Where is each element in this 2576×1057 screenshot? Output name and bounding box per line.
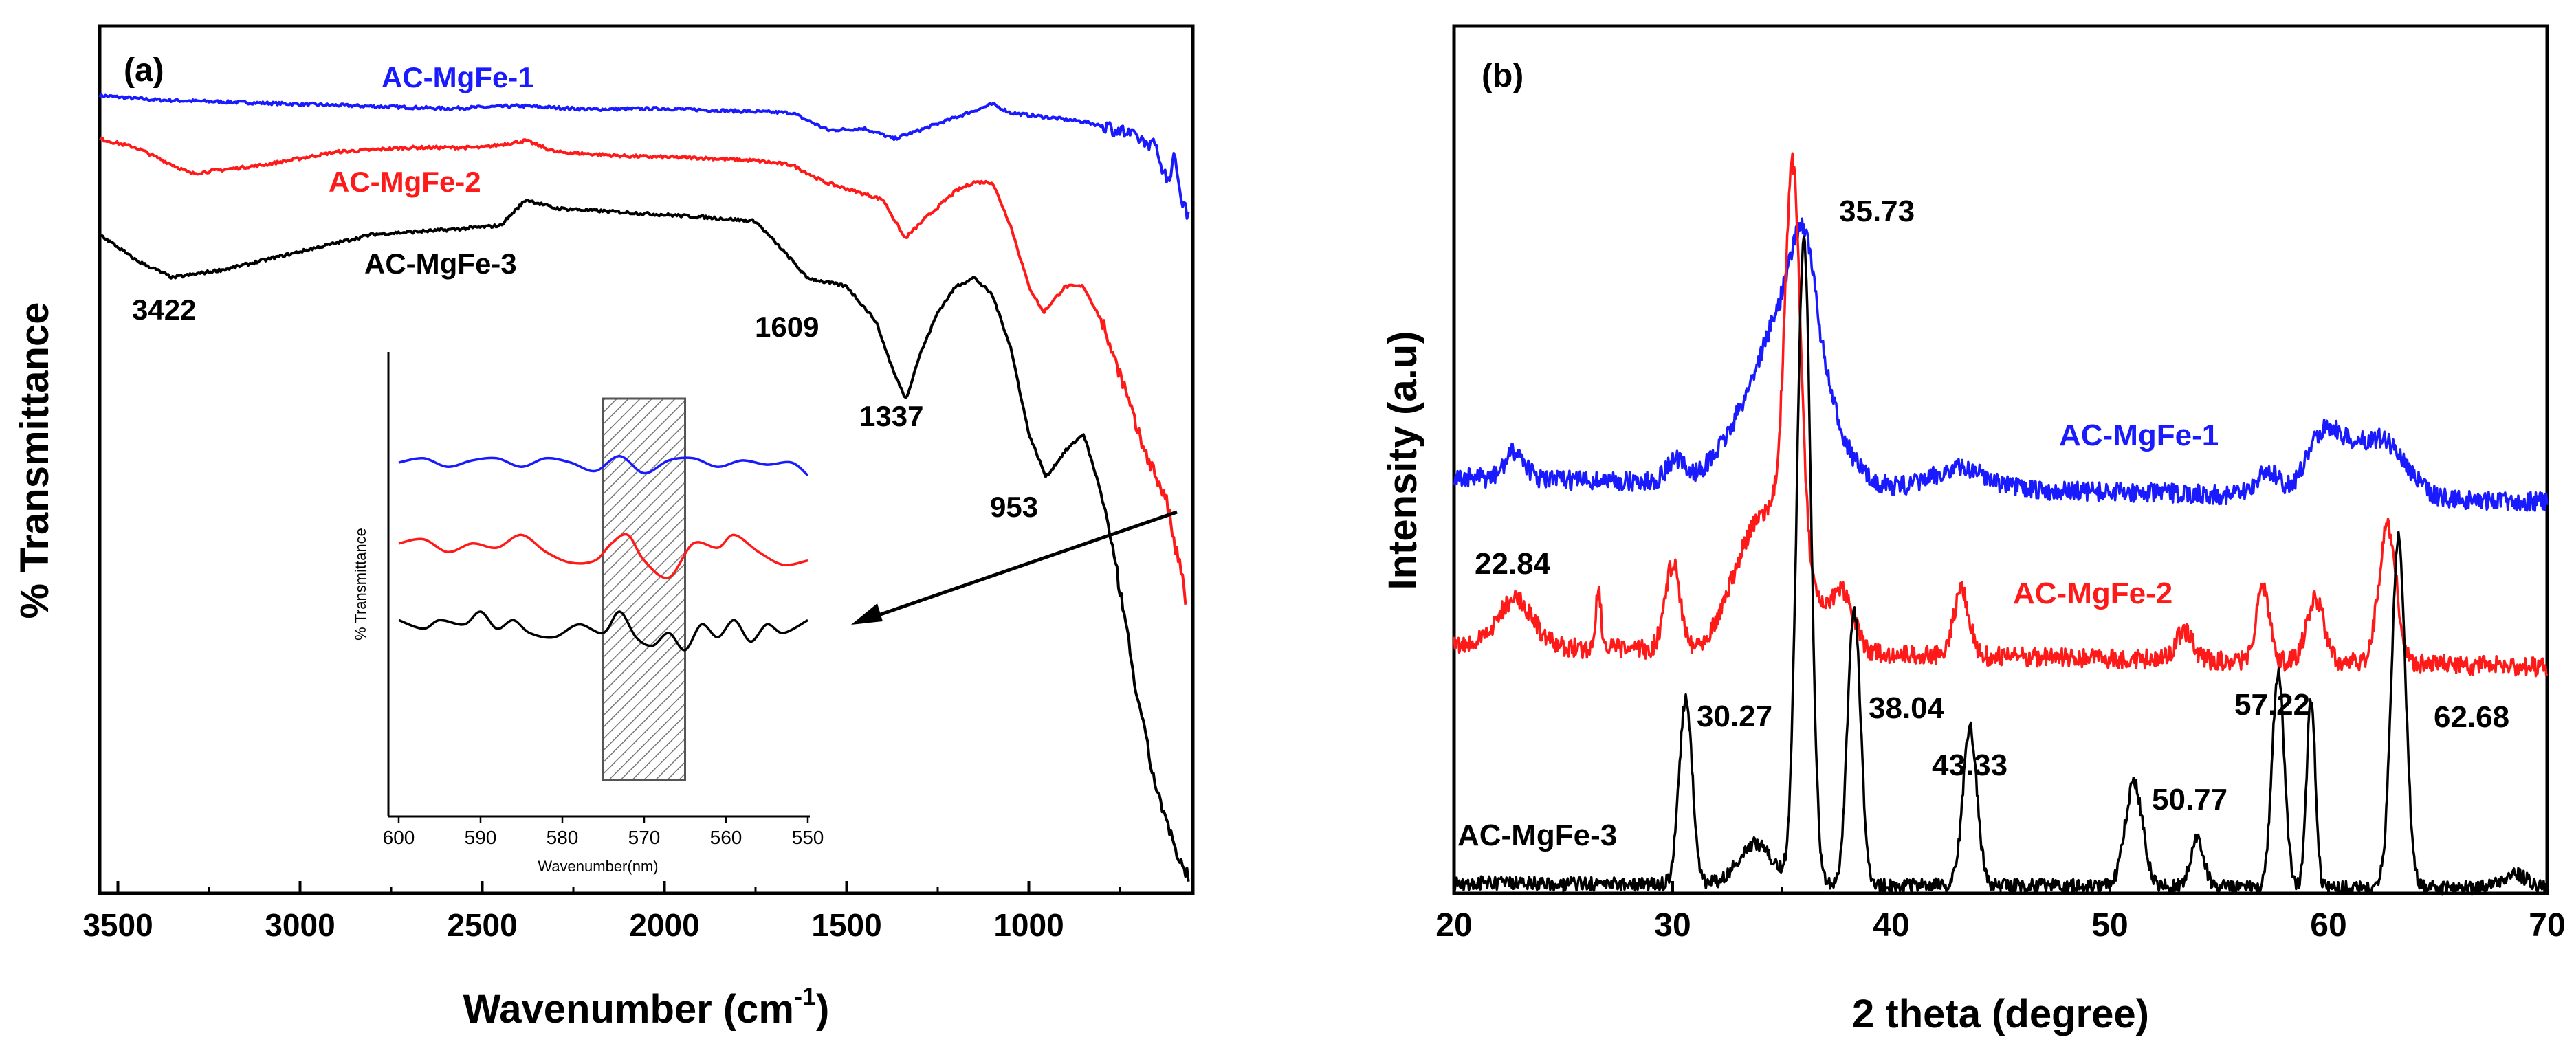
inset-x-ticks: 600 590 580 570 560 550 xyxy=(383,816,824,848)
peak-label-35-73: 35.73 xyxy=(1839,194,1915,228)
x-tick-label-20: 20 xyxy=(1435,907,1472,944)
peak-label-1337: 1337 xyxy=(859,400,923,432)
panel-b-x-ticks: 20 30 40 50 60 70 xyxy=(1435,881,2566,944)
x-tick-label-3500: 3500 xyxy=(82,907,153,943)
panel-a: (a) 3500 3000 2500 2000 1500 1000 AC-MgFe-1 A… xyxy=(12,24,1195,1032)
inset-line-ac-mgfe-3 xyxy=(398,610,808,652)
series-label-ac-mgfe-2-a: AC-MgFe-2 xyxy=(329,166,481,198)
panel-a-x-ticks: 3500 3000 2500 2000 1500 1000 xyxy=(82,881,1121,943)
panel-b-y-axis-label: Intensity (a.u) xyxy=(1380,331,1425,590)
peak-label-3422: 3422 xyxy=(132,293,196,326)
line-ac-mgfe-1-xrd xyxy=(1453,217,2549,512)
line-ac-mgfe-1-ftir xyxy=(98,93,1190,220)
x-tick-label-40: 40 xyxy=(1873,907,1909,944)
peak-label-1609: 1609 xyxy=(755,311,819,343)
inset-x-tick-label-550: 550 xyxy=(792,827,824,848)
inset-line-ac-mgfe-1 xyxy=(398,454,809,476)
series-label-ac-mgfe-3-b: AC-MgFe-3 xyxy=(1457,819,1617,852)
panel-a-y-axis-label: % Transmittance xyxy=(12,302,57,619)
line-ac-mgfe-2-xrd xyxy=(1453,152,2549,678)
series-label-ac-mgfe-3-a: AC-MgFe-3 xyxy=(364,247,517,280)
inset-x-tick-label-560: 560 xyxy=(710,827,742,848)
panel-b-x-axis-label: 2 theta (degree) xyxy=(1852,992,2149,1036)
panel-a-letter: (a) xyxy=(124,52,164,89)
x-tick-label-2500: 2500 xyxy=(447,907,517,943)
inset-arrow xyxy=(851,510,1178,625)
x-tick-label-2000: 2000 xyxy=(629,907,699,943)
series-label-ac-mgfe-2-b: AC-MgFe-2 xyxy=(2013,577,2172,610)
panel-b-letter: (b) xyxy=(1482,58,1523,94)
series-label-ac-mgfe-1-b: AC-MgFe-1 xyxy=(2059,419,2219,452)
inset-x-tick-label-570: 570 xyxy=(628,827,661,848)
panel-a-x-axis-label: Wavenumber (cm-1) xyxy=(463,982,830,1032)
x-tick-label-70: 70 xyxy=(2529,907,2565,944)
peak-label-30-27: 30.27 xyxy=(1697,700,1772,733)
panel-a-lines xyxy=(98,93,1190,882)
peak-label-953: 953 xyxy=(990,491,1038,523)
panel-b-lines xyxy=(1453,152,2549,896)
panel-b: (b) 20 30 40 50 60 70 AC-MgFe-1 AC-MgFe-2 AC-… xyxy=(1380,24,2566,1036)
peak-label-43-33: 43.33 xyxy=(1932,748,2007,782)
inset-lines xyxy=(398,454,809,652)
line-ac-mgfe-2-ftir xyxy=(99,137,1187,605)
inset: 600 590 580 570 560 550 Wavenumber(nm) % Tran… xyxy=(352,352,824,875)
x-tick-label-50: 50 xyxy=(2091,907,2128,944)
panel-a-plot-frame xyxy=(98,24,1195,895)
inset-line-ac-mgfe-2 xyxy=(398,533,808,579)
peak-label-62-68: 62.68 xyxy=(2434,700,2509,734)
peak-label-22-84: 22.84 xyxy=(1475,547,1551,581)
line-ac-mgfe-3-ftir xyxy=(98,199,1190,882)
inset-y-axis-label: % Transmittance xyxy=(352,528,369,641)
x-tick-label-1000: 1000 xyxy=(993,907,1064,943)
x-tick-label-1500: 1500 xyxy=(811,907,881,943)
inset-x-tick-label-600: 600 xyxy=(383,827,415,848)
peak-label-38-04: 38.04 xyxy=(1869,691,1945,725)
inset-highlight-band xyxy=(602,397,686,781)
x-tick-label-60: 60 xyxy=(2310,907,2346,944)
inset-x-tick-label-590: 590 xyxy=(465,827,497,848)
inset-x-axis-label: Wavenumber(nm) xyxy=(538,858,658,875)
inset-x-tick-label-580: 580 xyxy=(547,827,579,848)
x-tick-label-30: 30 xyxy=(1654,907,1691,944)
series-label-ac-mgfe-1-a: AC-MgFe-1 xyxy=(382,61,534,93)
line-ac-mgfe-3-xrd xyxy=(1453,235,2549,896)
x-tick-label-3000: 3000 xyxy=(265,907,335,943)
peak-label-50-77: 50.77 xyxy=(2152,783,2227,816)
peak-label-57-22: 57.22 xyxy=(2234,688,2310,722)
